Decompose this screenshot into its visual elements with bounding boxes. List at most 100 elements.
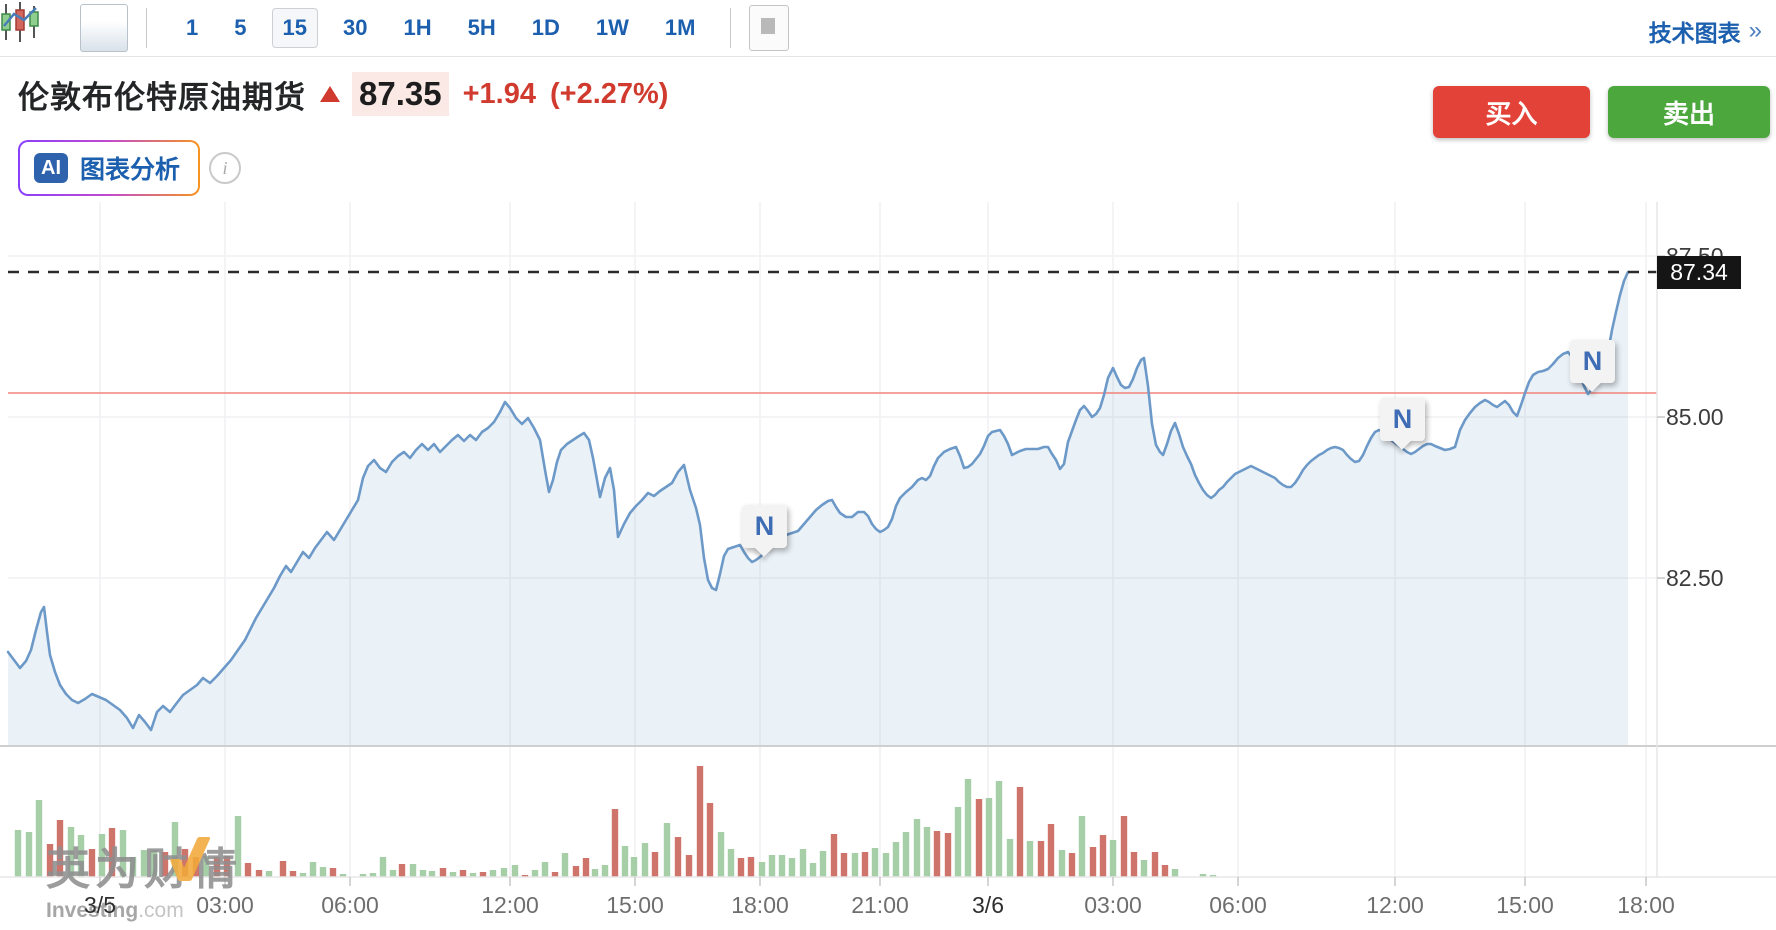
timeframe-button-1M[interactable]: 1M — [664, 15, 696, 40]
volume-bar — [489, 870, 497, 877]
price-change: +1.94 — [462, 77, 536, 110]
timeframe-button-1W[interactable]: 1W — [595, 15, 629, 40]
volume-bar — [14, 830, 22, 877]
volume-bar — [359, 874, 367, 877]
ai-chart-analysis-button[interactable]: AI 图表分析 — [18, 140, 201, 196]
volume-bar — [25, 832, 33, 877]
volume-bar — [933, 831, 941, 877]
volume-bar — [964, 779, 972, 877]
y-axis-label: 82.50 — [1666, 565, 1724, 591]
x-axis-label: 18:00 — [1617, 892, 1675, 918]
instrument-header: 伦敦布伦特原油期货 87.35 +1.94 (+2.27%) — [18, 66, 668, 122]
volume-bar — [1058, 850, 1066, 877]
news-marker[interactable]: N — [1380, 398, 1425, 450]
buy-button[interactable]: 买入 — [1433, 86, 1590, 138]
volume-bar — [944, 833, 952, 877]
watermark: 英为财情 Investing.com — [46, 833, 242, 923]
watermark-en-text: Investing.com — [46, 899, 184, 922]
timeframe-button-1[interactable]: 1 — [186, 15, 199, 40]
volume-bar — [913, 819, 921, 877]
news-marker[interactable]: N — [742, 505, 787, 557]
volume-bar — [255, 870, 263, 877]
volume-bar — [88, 849, 96, 877]
volume-bar — [591, 869, 599, 877]
volume-bar — [1161, 865, 1169, 877]
volume-bar — [223, 856, 231, 877]
last-price-tag: 87.34 — [1657, 256, 1741, 289]
volume-bar — [871, 848, 879, 877]
x-axis-label: 12:00 — [1366, 892, 1424, 918]
volume-bar — [439, 868, 447, 877]
volume-bar — [572, 866, 580, 877]
timeframe-button-5H[interactable]: 5H — [467, 15, 496, 40]
volume-bar — [119, 830, 127, 877]
volume-bar — [851, 853, 859, 877]
volume-bar — [35, 800, 43, 877]
news-marker-letter: N — [1392, 404, 1413, 434]
volume-bar — [706, 803, 714, 877]
x-axis-label: 06:00 — [1209, 892, 1267, 918]
volume-bar — [129, 857, 137, 877]
toolbar-divider — [730, 8, 732, 48]
timeframe-button-5[interactable]: 5 — [234, 15, 247, 40]
last-price: 87.35 — [352, 72, 449, 116]
ai-badge-icon: AI — [34, 153, 68, 183]
volume-bar — [1016, 787, 1024, 877]
volume-bar — [788, 858, 796, 877]
volume-bar — [954, 807, 962, 877]
volume-bar — [1140, 860, 1148, 877]
volume-bar — [561, 853, 569, 877]
volume-bar — [1047, 824, 1055, 877]
volume-bar — [985, 798, 993, 877]
timeframe-button-15[interactable]: 15 — [271, 8, 318, 48]
volume-bar — [1171, 869, 1179, 877]
line-chart-icon[interactable] — [3, 4, 128, 52]
info-icon[interactable]: i — [209, 152, 241, 184]
volume-bar — [840, 853, 848, 877]
news-marker-letter: N — [1582, 346, 1603, 376]
volume-bar — [459, 870, 467, 877]
volume-bar — [995, 781, 1003, 877]
chart-canvas[interactable]: 英为财情 Investing.com — [0, 195, 1776, 930]
volume-bar — [809, 863, 817, 877]
news-icon[interactable] — [749, 5, 790, 51]
volume-bar — [663, 823, 671, 877]
timeframe-button-1H[interactable]: 1H — [403, 15, 432, 40]
volume-bar — [409, 864, 417, 877]
volume-bar — [582, 858, 590, 877]
volume-bar — [46, 844, 54, 877]
chart-toolbar: 1 5 15 30 1H 5H 1D 1W 1M 技术图表 » — [0, 0, 1776, 57]
volume-bar — [830, 834, 838, 877]
volume-bar — [641, 843, 649, 877]
volume-bar — [861, 852, 869, 877]
news-marker[interactable]: N — [1570, 340, 1615, 392]
volume-bar — [1037, 841, 1045, 877]
timeframe-button-1D[interactable]: 1D — [531, 15, 560, 40]
volume-bar — [329, 868, 337, 877]
x-axis-label: 12:00 — [481, 892, 539, 918]
volume-bar — [611, 809, 619, 877]
volume-bar — [56, 820, 64, 877]
y-axis-label: 85.00 — [1666, 404, 1724, 430]
volume-bar — [717, 832, 725, 877]
volume-bar — [398, 864, 406, 877]
x-axis-label: 18:00 — [731, 892, 789, 918]
technical-chart-link[interactable]: 技术图表 » — [1649, 14, 1762, 48]
volume-bar — [339, 874, 347, 877]
volume-bar — [299, 873, 307, 877]
volume-bar — [1120, 816, 1128, 877]
volume-bar — [902, 832, 910, 877]
volume-bar — [150, 850, 158, 877]
volume-bar — [161, 852, 169, 877]
volume-bar — [265, 871, 273, 877]
volume-bar — [747, 857, 755, 877]
volume-bar — [244, 863, 252, 877]
volume-bar — [819, 851, 827, 877]
sell-button[interactable]: 卖出 — [1608, 86, 1770, 138]
volume-bar — [140, 850, 148, 877]
volume-bar — [892, 842, 900, 877]
timeframe-button-30[interactable]: 30 — [342, 15, 368, 40]
x-axis-label: 06:00 — [321, 892, 379, 918]
volume-bar — [923, 827, 931, 877]
volume-bar — [1099, 835, 1107, 877]
